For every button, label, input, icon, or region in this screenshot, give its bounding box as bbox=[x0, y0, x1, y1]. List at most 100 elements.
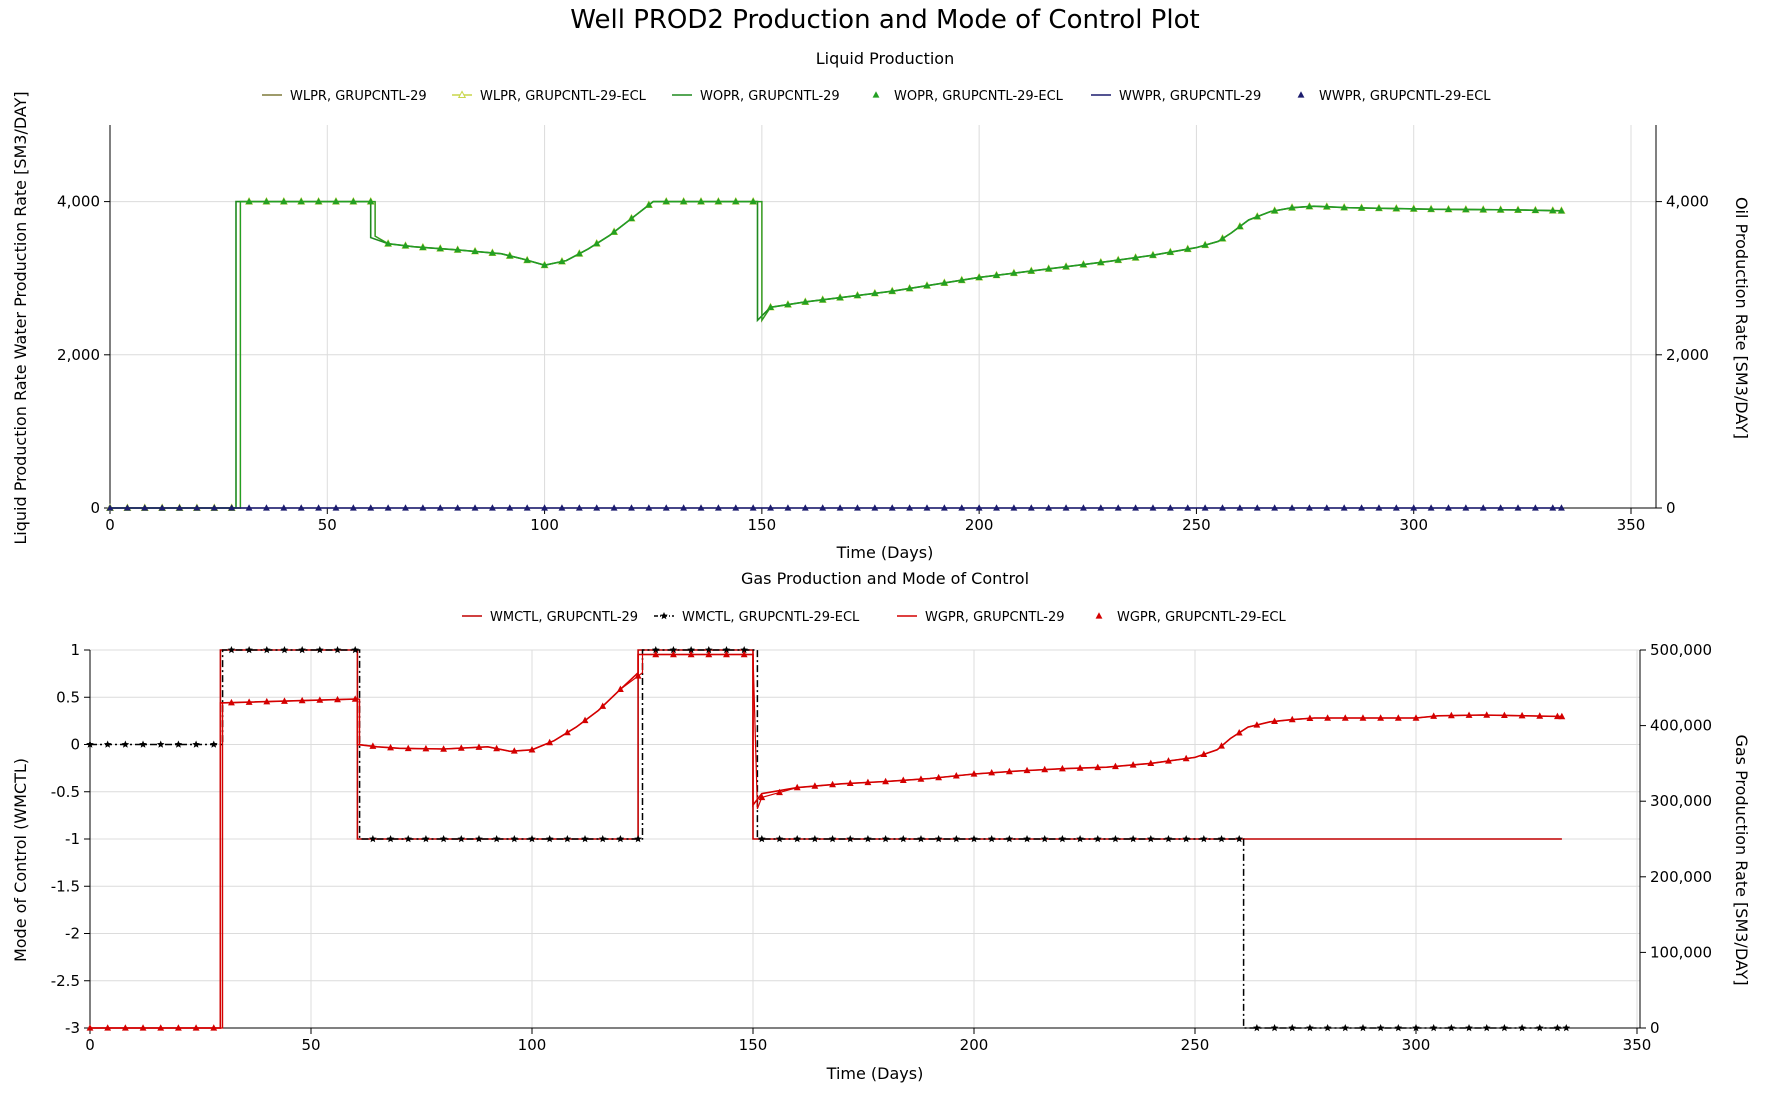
p2-ytick-left-label-1: 0.5 bbox=[56, 688, 80, 706]
p2-series-1-marker-49 bbox=[952, 835, 961, 843]
p2-series-3-marker-54 bbox=[1041, 765, 1049, 773]
p1-series-3-marker-21 bbox=[471, 247, 479, 255]
p2-series-1-marker-55 bbox=[1058, 835, 1067, 843]
panel1-grid bbox=[109, 125, 1656, 509]
p1-series-5-marker-27 bbox=[575, 504, 583, 511]
p1-series-5-marker-78 bbox=[1462, 504, 1470, 511]
p1-series-3-marker-77 bbox=[1445, 205, 1452, 213]
p1-series-3-marker-29 bbox=[610, 228, 618, 235]
p1-series-5-marker-28 bbox=[593, 504, 601, 511]
p2-series-3-marker-70 bbox=[1324, 714, 1332, 721]
p1-series-3-marker-44 bbox=[871, 289, 879, 297]
p1-series-3-marker-82 bbox=[1531, 206, 1539, 213]
p2-series-1-marker-8 bbox=[227, 646, 236, 654]
p1-series-5-marker-6 bbox=[210, 504, 218, 511]
p1-series-5-marker-80 bbox=[1497, 504, 1505, 511]
p1-ytick-right-label-1: 2,000 bbox=[1666, 346, 1709, 364]
p2-series-3-marker-66 bbox=[1253, 721, 1261, 728]
p2-series-3-marker-52 bbox=[1005, 767, 1013, 775]
p1-series-3-marker-46 bbox=[906, 284, 914, 292]
p2-series-1-marker-25 bbox=[528, 835, 536, 843]
p1-xtick-label-7: 350 bbox=[1617, 516, 1646, 534]
p1-series-5-marker-12 bbox=[315, 504, 323, 511]
p2-series-3-marker-10 bbox=[263, 697, 271, 705]
p1-series-5-marker-77 bbox=[1445, 504, 1452, 511]
p2-series-3-marker-82 bbox=[1536, 712, 1544, 719]
p1-series-5-marker-4 bbox=[176, 504, 183, 511]
p2-series-1-marker-24 bbox=[510, 835, 519, 843]
p1-ytick-left-label-0: 0 bbox=[90, 499, 100, 517]
p1-series-3-marker-76 bbox=[1427, 205, 1435, 212]
p1-series-5-marker-69 bbox=[1305, 504, 1313, 511]
p1-series-5-marker-50 bbox=[975, 504, 983, 511]
p2-series-3-marker-75 bbox=[1412, 714, 1420, 721]
p2-series-3-marker-80 bbox=[1500, 711, 1508, 719]
p1-series-3-marker-39 bbox=[784, 300, 792, 308]
p2-series-3-marker-47 bbox=[917, 775, 925, 782]
p2-series-1-marker-71 bbox=[1341, 1024, 1350, 1032]
p1-series-5-marker-51 bbox=[993, 504, 1000, 511]
p2-xtick-label-1: 50 bbox=[301, 1036, 320, 1054]
p2-series-3-marker-34 bbox=[687, 650, 695, 658]
p1-xtick-label-0: 0 bbox=[105, 516, 115, 534]
p2-series-1-marker-65 bbox=[1235, 835, 1243, 843]
p2-series-3-marker-12 bbox=[298, 696, 306, 704]
p1-series-3-marker-35 bbox=[714, 197, 722, 205]
p2-series-3-marker-78 bbox=[1465, 711, 1473, 718]
p2-series-1-marker-54 bbox=[1040, 835, 1049, 843]
p1-series-5-marker-46 bbox=[906, 504, 914, 511]
p2-ytick-left-label-6: -2 bbox=[65, 925, 80, 943]
p1-series-3-marker-14 bbox=[349, 197, 357, 205]
p2-series-1-marker-18 bbox=[404, 835, 412, 843]
p2-series-3-marker-64 bbox=[1218, 742, 1225, 749]
p1-series-5-marker-84 bbox=[1558, 504, 1565, 511]
p2-series-1-marker-23 bbox=[492, 835, 501, 843]
p2-series-3-marker-74 bbox=[1394, 714, 1402, 721]
p2-xtick-label-0: 0 bbox=[85, 1036, 95, 1054]
p2-series-3-marker-68 bbox=[1288, 715, 1296, 723]
p2-series-1-marker-13 bbox=[316, 646, 324, 654]
p2-series-3-marker-56 bbox=[1076, 764, 1084, 771]
p2-series-1-marker-20 bbox=[439, 835, 448, 843]
p1-series-5-marker-17 bbox=[402, 504, 409, 511]
p2-series-3-marker-9 bbox=[245, 698, 253, 705]
p2-series-1-marker-22 bbox=[475, 835, 483, 843]
p2-series-3-marker-62 bbox=[1182, 754, 1190, 762]
p1-series-5-marker-40 bbox=[801, 504, 809, 511]
p1-series-5-marker-10 bbox=[280, 504, 288, 511]
p1-series-3-marker-70 bbox=[1323, 202, 1331, 210]
p1-series-3-marker-25 bbox=[541, 261, 548, 268]
p2-series-3-marker-57 bbox=[1094, 763, 1102, 771]
p2-xtick-label-4: 200 bbox=[960, 1036, 989, 1054]
p2-legend-item-2: WGPR, GRUPCNTL-29 bbox=[897, 610, 1065, 625]
p1-series-3-marker-64 bbox=[1219, 234, 1226, 242]
p1-series-5-marker-43 bbox=[854, 504, 861, 511]
p1-series-5-marker-59 bbox=[1132, 504, 1140, 511]
p1-legend-item-0: WLPR, GRUPCNTL-29 bbox=[262, 89, 427, 104]
panel1-axes: 0 50 100 150 200 250 300 350 0 2,000 4,000 0 2,000 4,… bbox=[57, 125, 1709, 534]
p2-series-1-marker-6 bbox=[192, 740, 200, 748]
p1-series-5-marker-37 bbox=[749, 504, 757, 511]
p2-series-1-marker-75 bbox=[1412, 1024, 1420, 1032]
p2-series-3-marker-38 bbox=[758, 793, 766, 801]
p1-series-3-marker-30 bbox=[628, 214, 635, 222]
p2-series-3-marker-42 bbox=[829, 780, 836, 788]
p2-series-3-marker-76 bbox=[1430, 712, 1438, 719]
liquid-production-panel: Liquid Production WLPR, GRUPCNTL-29 WLPR,… bbox=[11, 49, 1751, 562]
p2-series-1-marker-78 bbox=[1465, 1024, 1473, 1032]
p1-legend-swatch-marker-5 bbox=[1297, 91, 1305, 98]
p1-series-3-marker-50 bbox=[975, 273, 983, 281]
p1-xtick-label-3: 150 bbox=[748, 516, 777, 534]
p1-series-5-marker-31 bbox=[645, 504, 653, 511]
p2-series-1-marker-59 bbox=[1129, 835, 1137, 843]
p1-series-3-marker-72 bbox=[1358, 204, 1365, 211]
p1-legend-item-1: WLPR, GRUPCNTL-29-ECL bbox=[452, 89, 647, 104]
p2-series-3-marker-36 bbox=[723, 650, 730, 658]
p1-series-3-marker-68 bbox=[1288, 203, 1296, 211]
p2-series-3-marker-49 bbox=[952, 771, 960, 779]
p1-series-5-marker-45 bbox=[888, 504, 896, 511]
p1-series-5-marker-18 bbox=[419, 504, 427, 511]
p1-xtick-label-1: 50 bbox=[318, 516, 337, 534]
p2-series-1-marker-81 bbox=[1518, 1024, 1526, 1032]
p2-series-3-marker-59 bbox=[1129, 761, 1137, 768]
